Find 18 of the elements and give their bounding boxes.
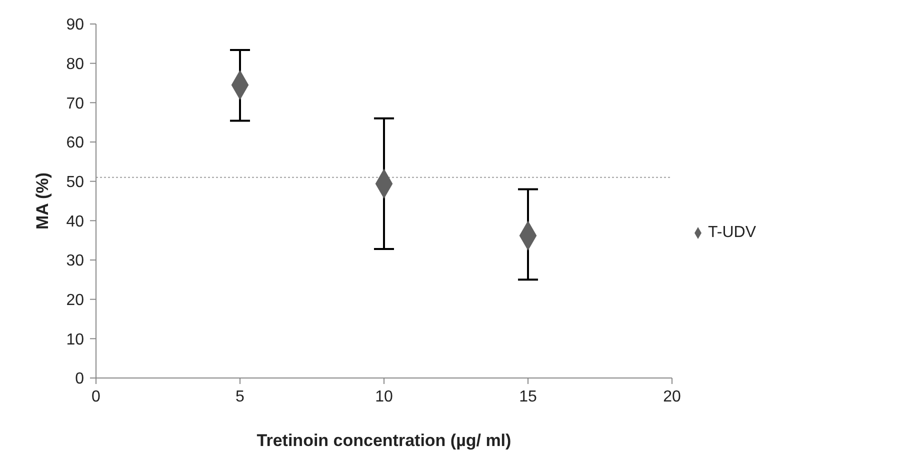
y-tick-label: 30 [66, 252, 84, 270]
y-tick-label: 40 [66, 213, 84, 230]
y-tick-label: 60 [66, 134, 84, 152]
y-tick-label: 20 [66, 292, 84, 310]
y-tick-label: 70 [66, 95, 84, 112]
y-tick-label: 80 [66, 56, 84, 74]
x-tick-label: 10 [375, 388, 393, 406]
x-tick-label: 15 [519, 388, 537, 406]
y-tick-label: 10 [66, 331, 84, 348]
y-axis-title: MA (%) [33, 172, 52, 230]
x-axis-title: Tretinoin concentration (µg/ ml) [256, 431, 512, 450]
legend-label: T-UDV [708, 224, 756, 241]
x-tick-label: 20 [663, 388, 681, 406]
x-tick-label: 5 [236, 388, 245, 406]
y-tick-label: 50 [66, 174, 84, 192]
x-tick-label: 0 [92, 388, 101, 406]
y-tick-label: 90 [66, 16, 84, 34]
y-tick-label: 0 [75, 370, 84, 388]
